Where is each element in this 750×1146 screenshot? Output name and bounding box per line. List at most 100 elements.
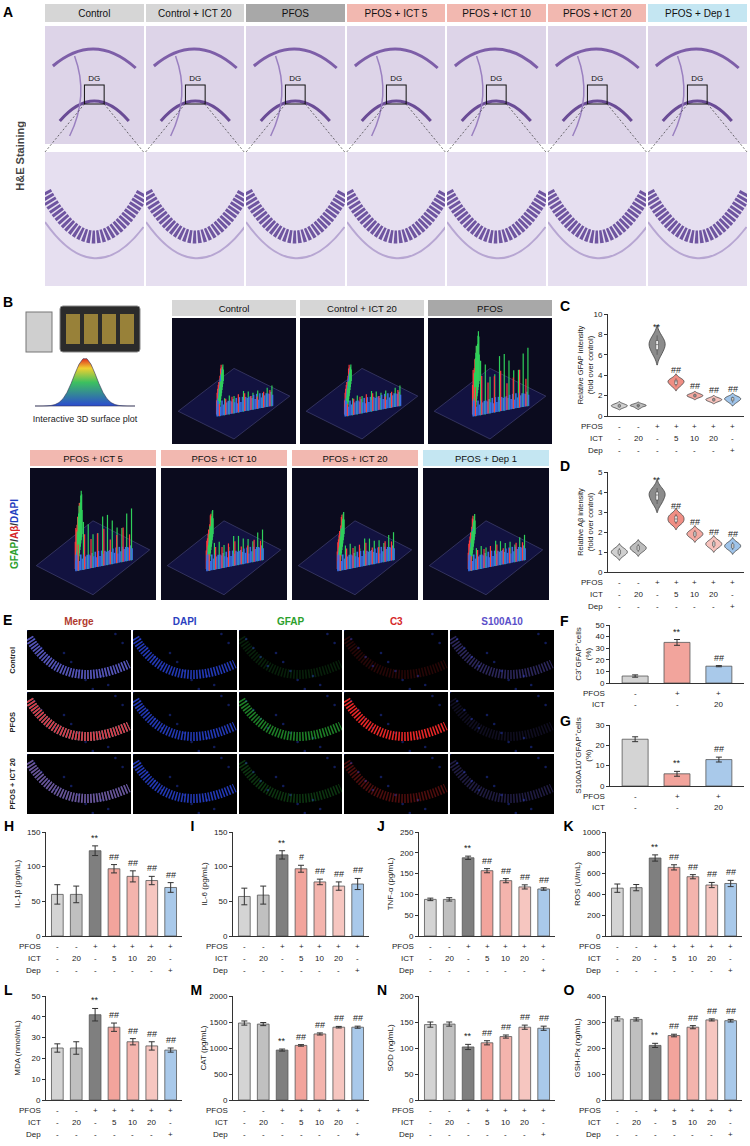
svg-text:-: -	[691, 1130, 694, 1139]
svg-text:-: -	[635, 966, 638, 975]
svg-text:##: ##	[334, 1013, 344, 1023]
svg-text:-: -	[300, 966, 303, 975]
svg-text:Dep: Dep	[588, 602, 603, 611]
svg-text:+: +	[503, 942, 508, 951]
svg-text:-: -	[131, 966, 134, 975]
svg-text:+: +	[672, 942, 677, 951]
svg-text:0: 0	[222, 932, 227, 941]
svg-text:##: ##	[128, 1026, 138, 1036]
svg-text:2: 2	[598, 528, 603, 537]
svg-text:-: -	[712, 446, 715, 455]
svg-text:150: 150	[214, 828, 228, 837]
svg-text:20: 20	[632, 1118, 641, 1127]
svg-text:10: 10	[690, 590, 699, 599]
svg-text:-: -	[712, 602, 715, 611]
svg-text:20: 20	[709, 434, 718, 443]
svg-text:+: +	[93, 942, 98, 951]
svg-text:**: **	[651, 1030, 659, 1040]
svg-text:-: -	[75, 1106, 78, 1115]
svg-text:##: ##	[315, 866, 325, 876]
svg-text:-: -	[318, 966, 321, 975]
svg-text:##: ##	[707, 869, 717, 879]
svg-text:-: -	[281, 966, 284, 975]
svg-text:ICT: ICT	[401, 954, 414, 963]
svg-text:Dep: Dep	[213, 1130, 228, 1139]
svg-text:##: ##	[709, 527, 719, 537]
svg-text:-: -	[243, 954, 246, 963]
svg-text:-: -	[675, 446, 678, 455]
svg-text:+: +	[503, 1106, 508, 1115]
svg-text:30: 30	[595, 644, 604, 653]
svg-text:-: -	[675, 602, 678, 611]
svg-text:+: +	[653, 942, 658, 951]
svg-text:GSH-Px (ng/mL): GSH-Px (ng/mL)	[573, 1018, 582, 1077]
svg-text:-: -	[486, 966, 489, 975]
svg-text:-: -	[673, 1130, 676, 1139]
svg-text:##: ##	[109, 1010, 119, 1020]
svg-text:-: -	[616, 954, 619, 963]
svg-text:-: -	[169, 954, 172, 963]
svg-text:##: ##	[166, 870, 176, 880]
svg-text:Relative Aβ intensity(fold ove: Relative Aβ intensity(fold over control)	[576, 488, 595, 556]
svg-text:+: +	[93, 1106, 98, 1115]
svg-text:PFOS: PFOS	[583, 792, 605, 801]
svg-text:5: 5	[485, 954, 490, 963]
svg-text:+: +	[690, 1106, 695, 1115]
svg-text:-: -	[523, 1130, 526, 1139]
svg-text:10: 10	[31, 1075, 40, 1084]
svg-text:0: 0	[598, 568, 603, 577]
svg-text:-: -	[337, 1130, 340, 1139]
svg-text:ICT: ICT	[28, 1118, 41, 1127]
svg-text:#: #	[299, 852, 304, 862]
svg-text:##: ##	[671, 501, 681, 511]
svg-text:50: 50	[595, 621, 604, 630]
svg-text:-: -	[691, 966, 694, 975]
svg-text:+: +	[692, 578, 697, 587]
svg-text:10: 10	[690, 434, 699, 443]
svg-text:##: ##	[520, 1012, 530, 1022]
svg-text:PFOS: PFOS	[19, 942, 41, 951]
svg-text:+: +	[692, 422, 697, 431]
svg-text:1500: 1500	[209, 1018, 227, 1027]
svg-text:+: +	[690, 942, 695, 951]
svg-text:-: -	[56, 1118, 59, 1127]
svg-text:+: +	[485, 942, 490, 951]
svg-text:-: -	[504, 966, 507, 975]
svg-text:-: -	[113, 1130, 116, 1139]
svg-text:-: -	[637, 422, 640, 431]
svg-text:1: 1	[598, 548, 603, 557]
svg-text:-: -	[56, 954, 59, 963]
svg-text:-: -	[656, 434, 659, 443]
svg-text:-: -	[676, 700, 679, 709]
svg-text:##: ##	[709, 385, 719, 395]
svg-text:10: 10	[688, 1118, 697, 1127]
svg-text:ICT: ICT	[215, 954, 228, 963]
svg-text:-: -	[318, 1130, 321, 1139]
svg-text:-: -	[637, 446, 640, 455]
svg-text:##: ##	[128, 858, 138, 868]
svg-text:50: 50	[31, 897, 40, 906]
svg-text:-: -	[281, 1130, 284, 1139]
svg-text:-: -	[637, 578, 640, 587]
svg-text:-: -	[75, 1130, 78, 1139]
svg-text:10: 10	[501, 1118, 510, 1127]
svg-text:+: +	[168, 1130, 173, 1139]
svg-text:100: 100	[27, 862, 41, 871]
svg-text:DG: DG	[88, 74, 100, 83]
svg-text:##: ##	[728, 384, 738, 394]
svg-text:-: -	[467, 954, 470, 963]
svg-text:-: -	[676, 803, 679, 812]
svg-text:##: ##	[353, 865, 363, 875]
svg-text:##: ##	[707, 1006, 717, 1016]
svg-text:-: -	[634, 803, 637, 812]
svg-text:-: -	[337, 966, 340, 975]
svg-text:+: +	[728, 942, 733, 951]
svg-text:##: ##	[726, 867, 736, 877]
svg-text:-: -	[429, 1130, 432, 1139]
svg-text:-: -	[75, 966, 78, 975]
svg-text:0: 0	[409, 932, 414, 941]
svg-text:IL-6 (pg/mL): IL-6 (pg/mL)	[200, 862, 209, 906]
svg-text:10: 10	[501, 954, 510, 963]
svg-text:-: -	[654, 1118, 657, 1127]
svg-text:Dep: Dep	[213, 966, 228, 975]
